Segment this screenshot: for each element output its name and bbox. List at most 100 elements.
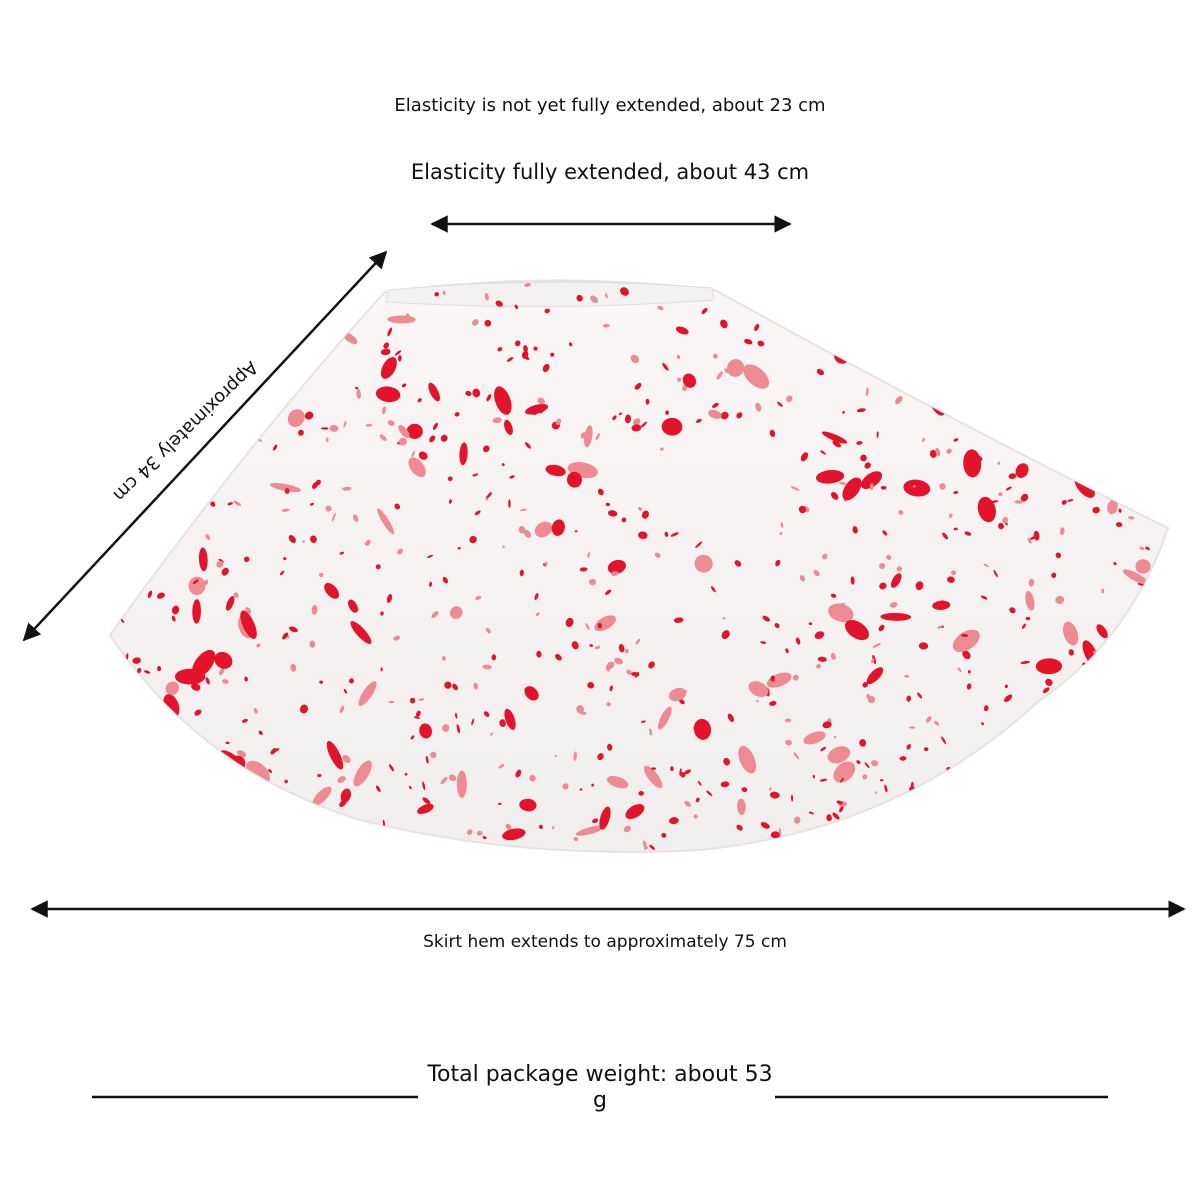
splatter-dot (222, 679, 229, 684)
splatter-dot (932, 600, 951, 611)
splatter-dot (1135, 427, 1140, 431)
splatter-dot (174, 668, 206, 685)
splatter-dot (706, 790, 713, 797)
splatter-dot (110, 756, 122, 779)
splatter-dot (136, 520, 165, 537)
splatter-dot (1114, 664, 1119, 668)
splatter-dot (606, 702, 611, 707)
splatter-dot (393, 635, 400, 641)
splatter-dot (128, 793, 136, 800)
splatter-dot (188, 576, 206, 595)
splatter-dot (1134, 692, 1141, 700)
splatter-dot (808, 811, 814, 815)
splatter-dot (418, 451, 428, 460)
splatter-dot (1132, 791, 1137, 795)
splatter-dot (981, 722, 985, 726)
splatter-dot (590, 295, 599, 304)
splatter-dot (1092, 506, 1100, 514)
splatter-dot (980, 369, 988, 376)
splatter-dot (643, 765, 663, 789)
splatter-dot (283, 557, 287, 561)
splatter-dot (901, 313, 907, 321)
splatter-dot (872, 643, 881, 648)
splatter-dot (794, 816, 801, 824)
splatter-dot (523, 529, 532, 538)
splatter-dot (418, 698, 425, 701)
splatter-dot (941, 736, 947, 745)
splatter-dot (677, 377, 682, 382)
splatter-dot (466, 829, 473, 835)
splatter-dot (290, 663, 297, 672)
splatter-dot (522, 354, 530, 360)
splatter-dot (771, 302, 775, 307)
splatter-dot (143, 372, 151, 380)
splatter-dot (937, 846, 956, 852)
splatter-dot (121, 732, 129, 741)
splatter-dot (482, 836, 487, 840)
splatter-dot (980, 595, 988, 600)
splatter-dot (1005, 486, 1012, 491)
splatter-dot (579, 711, 587, 715)
splatter-dot (375, 386, 401, 403)
splatter-dot (701, 308, 708, 314)
splatter-dot (492, 417, 502, 424)
splatter-dot (1118, 508, 1122, 513)
splatter-dot (300, 704, 308, 714)
splatter-dot (143, 518, 152, 524)
splatter-dot (1055, 552, 1062, 559)
splatter-dot (321, 427, 329, 430)
splatter-dot (227, 502, 233, 506)
splatter-dot (822, 553, 828, 560)
splatter-dot (619, 287, 629, 296)
splatter-dot (573, 837, 579, 842)
splatter-dot (149, 420, 154, 430)
splatter-dot (957, 309, 966, 317)
splatter-dot (358, 681, 377, 706)
splatter-dot (179, 355, 190, 363)
splatter-dot (289, 626, 298, 633)
splatter-dot (147, 590, 153, 598)
splatter-dot (568, 342, 573, 347)
splatter-dot (255, 800, 260, 805)
splatter-dot (762, 615, 770, 622)
splatter-dot (909, 726, 916, 729)
splatter-dot (625, 804, 645, 819)
splatter-dot (1102, 745, 1105, 749)
splatter-dot (1015, 432, 1026, 440)
splatter-dot (349, 678, 355, 684)
splatter-dot (112, 425, 117, 430)
splatter-dot (1019, 787, 1027, 794)
splatter-dot (429, 581, 432, 587)
splatter-dot (312, 786, 332, 806)
splatter-dot (1091, 353, 1098, 360)
splatter-dot (966, 683, 972, 690)
splatter-dot (221, 567, 229, 576)
splatter-dot (1139, 546, 1145, 551)
splatter-dot (736, 412, 743, 419)
splatter-dot (1093, 391, 1100, 399)
splatter-dot (574, 530, 578, 533)
splatter-dot (251, 848, 260, 852)
splatter-dot (1103, 398, 1111, 405)
splatter-dot (383, 342, 390, 349)
splatter-dot (876, 327, 882, 332)
splatter-dot (365, 423, 373, 427)
splatter-dot (417, 398, 422, 403)
splatter-dot (649, 728, 652, 734)
splatter-dot (343, 332, 358, 345)
splatter-dot (769, 429, 776, 438)
splatter-dot (777, 401, 783, 407)
splatter-dot (812, 775, 816, 779)
splatter-dot (1001, 301, 1024, 314)
splatter-dot (343, 689, 348, 694)
splatter-dot (217, 440, 222, 446)
splatter-dot (1010, 797, 1018, 804)
splatter-dot (456, 770, 467, 799)
splatter-dot (1126, 727, 1139, 754)
splatter-dot (1037, 320, 1043, 326)
splatter-dot (760, 822, 770, 829)
splatter-dot (955, 822, 960, 827)
splatter-dot (786, 395, 793, 403)
splatter-dot (1141, 389, 1150, 398)
splatter-dot (482, 445, 490, 453)
